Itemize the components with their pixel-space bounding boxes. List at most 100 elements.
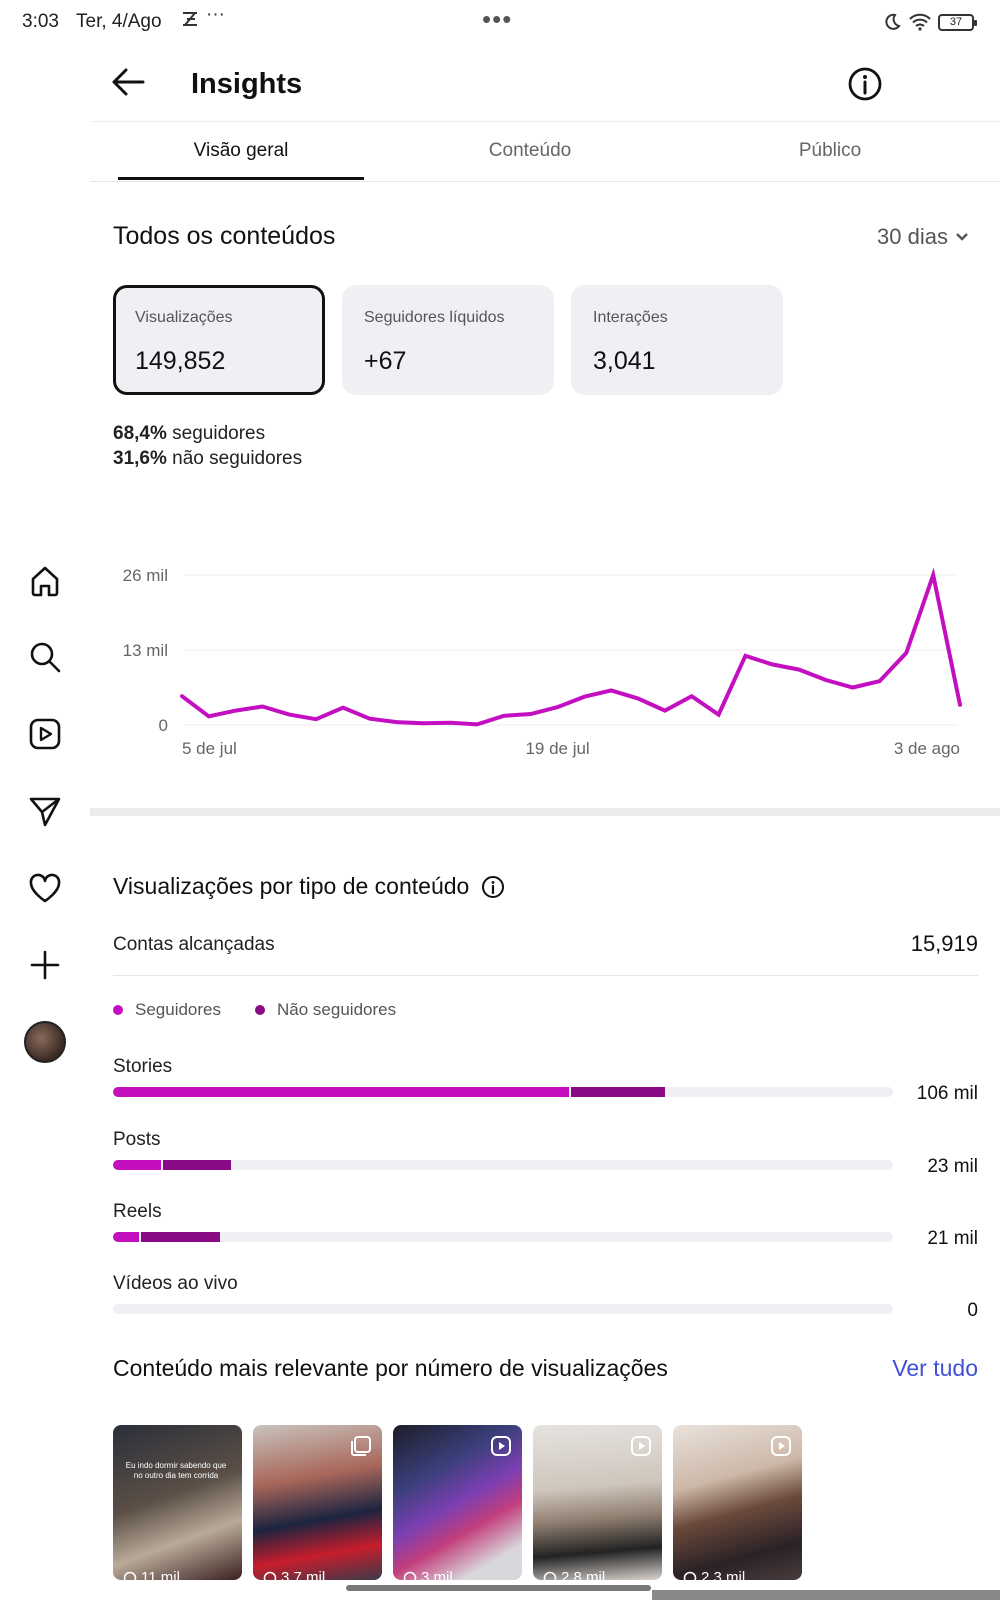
y-tick-label: 13 mil [123,641,168,660]
legend-dot [113,1005,123,1015]
info-icon[interactable] [481,875,505,899]
x-tick-label: 5 de jul [182,739,237,758]
legend-label: Não seguidores [277,1000,397,1019]
content-thumbnail[interactable]: 2,3 mil [673,1425,802,1580]
home-indicator[interactable] [346,1585,651,1591]
bar-track [113,1304,893,1314]
thumbnail-views: 2,8 mil [543,1569,605,1580]
bar-followers-segment [113,1160,161,1170]
bar-value: 0 [967,1300,978,1321]
thumbnail-views-value: 11 mil [141,1569,180,1580]
y-tick-label: 26 mil [123,566,168,585]
bar-row-live-videos[interactable]: Vídeos ao vivo 0 [113,1273,978,1333]
bar-row-posts[interactable]: Posts 23 mil [113,1129,978,1189]
bar-label: Vídeos ao vivo [113,1273,238,1294]
x-tick-label: 19 de jul [525,739,589,758]
top-content-thumbnails: Eu indo dormir sabendo que no outro dia … [113,1425,802,1580]
status-date: Ter, 4/Ago [76,11,162,32]
bar-track [113,1232,893,1242]
bar-track [113,1160,893,1170]
thumbnail-views: 3 mil [403,1569,453,1580]
reels-icon[interactable] [24,713,66,755]
content-thumbnail[interactable]: 2,8 mil [533,1425,662,1580]
multitask-dots-icon[interactable]: ••• [482,4,513,34]
legend-non-followers: Não seguidores [255,1000,396,1020]
tab-content[interactable]: Conteúdo [488,140,572,161]
content-type-title: Visualizações por tipo de conteúdo [113,873,505,900]
content-thumbnail[interactable]: 3 mil [393,1425,522,1580]
status-time: 3:03 [22,11,59,32]
accounts-reached-label: Contas alcançadas [113,934,275,955]
app-header: Insights [90,46,1000,122]
y-tick-label: 0 [159,716,168,735]
home-icon[interactable] [24,560,66,602]
followers-split-line: 68,4% seguidores [113,421,302,446]
x-tick-label: 3 de ago [894,739,960,758]
views-line-chart: 26 mil 13 mil 0 5 de jul 19 de jul 3 de ago [123,566,962,758]
tab-audience[interactable]: Público [798,140,862,161]
reels-icon [630,1435,652,1462]
profile-avatar[interactable] [24,1021,66,1063]
bar-value: 23 mil [927,1156,978,1177]
chevron-down-icon [956,233,968,241]
bar-followers-segment [113,1232,139,1242]
battery-icon: 37 [938,13,977,31]
metric-label: Visualizações [135,309,233,326]
thumbnail-caption: Eu indo dormir sabendo que no outro dia … [125,1461,227,1480]
bar-row-reels[interactable]: Reels 21 mil [113,1201,978,1261]
content-thumbnail[interactable]: Eu indo dormir sabendo que no outro dia … [113,1425,242,1580]
metric-label: Seguidores líquidos [364,309,505,326]
more-notifications-icon: ··· [206,4,225,25]
carousel-icon [350,1435,372,1462]
accounts-reached-value: 15,919 [910,931,978,956]
content-type-title-text: Visualizações por tipo de conteúdo [113,873,470,899]
tab-bar: Visão geral Conteúdo Público [90,122,1000,182]
heart-icon[interactable] [24,867,66,909]
section-title: Todos os conteúdos [113,222,336,250]
tab-overview[interactable]: Visão geral [193,140,289,161]
bar-value: 21 mil [927,1228,978,1249]
eye-icon [543,1571,557,1580]
metric-cards: Visualizações 149,852 Seguidores líquido… [113,285,783,395]
see-all-link[interactable]: Ver tudo [892,1355,978,1381]
metric-value: +67 [364,347,407,375]
bar-non-followers-segment [162,1160,232,1170]
content-thumbnail[interactable]: 3,7 mil [253,1425,382,1580]
moon-icon [885,13,901,30]
notification-icon [180,9,200,35]
metric-card-views[interactable]: Visualizações 149,852 [113,285,325,395]
info-icon[interactable] [847,66,883,107]
direct-messages-icon[interactable] [24,790,66,832]
top-content-title: Conteúdo mais relevante por número de vi… [113,1355,668,1381]
bar-track [113,1087,893,1097]
wifi-icon [909,13,931,31]
bar-row-stories[interactable]: Stories 106 mil [113,1056,978,1116]
active-tab-indicator [118,177,364,180]
legend-label: Seguidores [135,1000,222,1019]
bar-label: Posts [113,1129,161,1150]
bar-followers-segment [113,1087,569,1097]
metric-card-net-followers[interactable]: Seguidores líquidos +67 [342,285,554,395]
bar-non-followers-segment [570,1087,665,1097]
thumbnail-views-value: 2,8 mil [561,1569,606,1580]
reels-icon [770,1435,792,1462]
views-series-line[interactable] [180,567,962,727]
status-bar: 3:03 Ter, 4/Ago ··· ••• 37 [0,0,1000,44]
metric-card-interactions[interactable]: Interações 3,041 [571,285,783,395]
audience-split: 68,4% seguidores 31,6% não seguidores [113,421,302,471]
bar-non-followers-segment [140,1232,220,1242]
eye-icon [123,1571,137,1580]
create-icon[interactable] [24,944,66,986]
period-selector[interactable]: 30 dias [877,224,970,250]
eye-icon [263,1571,277,1580]
legend-followers: Seguidores [113,1000,221,1020]
accounts-reached-row: Contas alcançadas 15,919 [113,928,978,976]
non-followers-pct: 31,6% [113,448,167,469]
thumbnail-views-value: 3,7 mil [281,1569,326,1580]
legend-dot [255,1005,266,1015]
thumbnail-views: 11 mil [123,1569,180,1580]
bar-label: Reels [113,1201,162,1222]
back-arrow-icon[interactable] [110,64,146,105]
search-icon[interactable] [24,636,66,678]
scrollbar[interactable] [652,1590,1000,1600]
